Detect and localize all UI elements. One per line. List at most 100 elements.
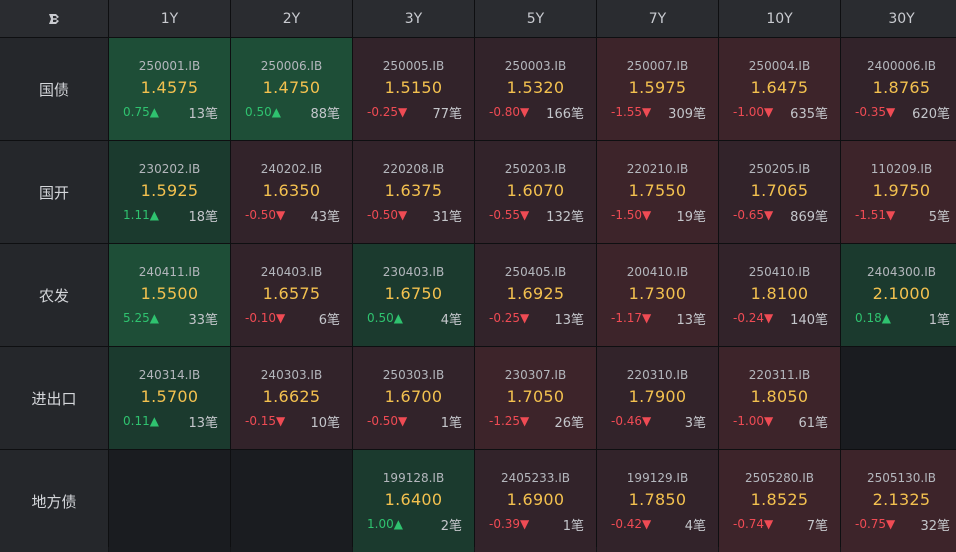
bond-cell[interactable]: 2404300.IB 2.1000 0.18▲ 1笔 (841, 244, 956, 346)
bond-code: 250405.IB (504, 264, 567, 279)
empty-cell (109, 450, 230, 552)
bond-yield: 1.5700 (140, 386, 199, 406)
yield-change: -1.00▼ (733, 414, 774, 428)
bond-code: 2505130.IB (866, 470, 937, 485)
bond-cell[interactable]: 240314.IB 1.5700 0.11▲ 13笔 (109, 347, 230, 449)
bond-code: 2405233.IB (500, 470, 571, 485)
trade-count: 1笔 (440, 415, 462, 431)
bond-cell[interactable]: 110209.IB 1.9750 -1.51▼ 5笔 (841, 141, 956, 243)
bond-meta: -1.50▼ 19笔 (597, 206, 718, 225)
bond-cell[interactable]: 250203.IB 1.6070 -0.55▼ 132笔 (475, 141, 596, 243)
bond-cell[interactable]: 230403.IB 1.6750 0.50▲ 4笔 (353, 244, 474, 346)
yield-change: 1.00▲ (367, 517, 403, 531)
trade-count: 5笔 (928, 209, 950, 225)
bond-yield: 1.5500 (140, 283, 199, 303)
bond-cell[interactable]: 250005.IB 1.5150 -0.25▼ 77笔 (353, 38, 474, 140)
bond-cell[interactable]: 240403.IB 1.6575 -0.10▼ 6笔 (231, 244, 352, 346)
yield-change: -0.15▼ (245, 414, 286, 428)
trade-count: 6笔 (318, 312, 340, 328)
bond-cell[interactable]: 220208.IB 1.6375 -0.50▼ 31笔 (353, 141, 474, 243)
yield-change: -1.17▼ (611, 311, 652, 325)
bond-yield: 1.5925 (140, 180, 199, 200)
bond-meta: -0.50▼ 1笔 (353, 412, 474, 431)
row-label[interactable]: 国开 (0, 141, 108, 243)
bond-cell[interactable]: 220210.IB 1.7550 -1.50▼ 19笔 (597, 141, 718, 243)
bond-yield: 1.6350 (262, 180, 321, 200)
bond-code: 220310.IB (626, 367, 689, 382)
bond-cell[interactable]: 199128.IB 1.6400 1.00▲ 2笔 (353, 450, 474, 552)
sort-logo-icon[interactable] (47, 13, 61, 25)
bond-code: 250005.IB (382, 58, 445, 73)
tenor-header-7y[interactable]: 7Y (597, 0, 718, 37)
trade-count: 3笔 (684, 415, 706, 431)
bond-cell[interactable]: 240303.IB 1.6625 -0.15▼ 10笔 (231, 347, 352, 449)
bond-cell[interactable]: 250303.IB 1.6700 -0.50▼ 1笔 (353, 347, 474, 449)
corner-cell[interactable] (0, 0, 108, 37)
bond-yield: 1.6475 (750, 77, 809, 97)
bond-meta: -0.50▼ 31笔 (353, 206, 474, 225)
bond-meta: 1.00▲ 2笔 (353, 515, 474, 534)
trade-count: 32笔 (920, 518, 950, 534)
yield-change: -0.42▼ (611, 517, 652, 531)
yield-change: -1.51▼ (855, 208, 896, 222)
row-label[interactable]: 进出口 (0, 347, 108, 449)
tenor-header-3y[interactable]: 3Y (353, 0, 474, 37)
bond-meta: -1.55▼ 309笔 (597, 103, 718, 122)
bond-cell[interactable]: 240411.IB 1.5500 5.25▲ 33笔 (109, 244, 230, 346)
bond-cell[interactable]: 2405233.IB 1.6900 -0.39▼ 1笔 (475, 450, 596, 552)
trade-count: 18笔 (188, 209, 218, 225)
bond-code: 240202.IB (260, 161, 323, 176)
bond-cell[interactable]: 250205.IB 1.7065 -0.65▼ 869笔 (719, 141, 840, 243)
bond-meta: 0.75▲ 13笔 (109, 103, 230, 122)
yield-change: -0.80▼ (489, 105, 530, 119)
bond-cell[interactable]: 250007.IB 1.5975 -1.55▼ 309笔 (597, 38, 718, 140)
bond-code: 199129.IB (626, 470, 689, 485)
bond-code: 240403.IB (260, 264, 323, 279)
bond-cell[interactable]: 230307.IB 1.7050 -1.25▼ 26笔 (475, 347, 596, 449)
tenor-header-30y[interactable]: 30Y (841, 0, 956, 37)
tenor-header-2y[interactable]: 2Y (231, 0, 352, 37)
tenor-header-1y[interactable]: 1Y (109, 0, 230, 37)
bond-cell[interactable]: 250410.IB 1.8100 -0.24▼ 140笔 (719, 244, 840, 346)
row-label[interactable]: 国债 (0, 38, 108, 140)
bond-cell[interactable]: 240202.IB 1.6350 -0.50▼ 43笔 (231, 141, 352, 243)
bond-cell[interactable]: 2400006.IB 1.8765 -0.35▼ 620笔 (841, 38, 956, 140)
bond-yield: 1.8525 (750, 489, 809, 509)
bond-code: 2400006.IB (866, 58, 937, 73)
bond-cell[interactable]: 250405.IB 1.6925 -0.25▼ 13笔 (475, 244, 596, 346)
bond-cell[interactable]: 199129.IB 1.7850 -0.42▼ 4笔 (597, 450, 718, 552)
trade-count: 620笔 (912, 106, 950, 122)
bond-cell[interactable]: 230202.IB 1.5925 1.11▲ 18笔 (109, 141, 230, 243)
trade-count: 43笔 (310, 209, 340, 225)
bond-code: 230202.IB (138, 161, 201, 176)
bond-cell[interactable]: 2505280.IB 1.8525 -0.74▼ 7笔 (719, 450, 840, 552)
bond-cell[interactable]: 220311.IB 1.8050 -1.00▼ 61笔 (719, 347, 840, 449)
bond-meta: -0.65▼ 869笔 (719, 206, 840, 225)
trade-count: 1笔 (562, 518, 584, 534)
tenor-header-5y[interactable]: 5Y (475, 0, 596, 37)
bond-code: 199128.IB (382, 470, 445, 485)
bond-cell[interactable]: 250003.IB 1.5320 -0.80▼ 166笔 (475, 38, 596, 140)
bond-cell[interactable]: 250004.IB 1.6475 -1.00▼ 635笔 (719, 38, 840, 140)
trade-count: 88笔 (310, 106, 340, 122)
bond-cell[interactable]: 250006.IB 1.4750 0.50▲ 88笔 (231, 38, 352, 140)
bond-yield: 1.6575 (262, 283, 321, 303)
tenor-header-10y[interactable]: 10Y (719, 0, 840, 37)
yield-change: -0.25▼ (489, 311, 530, 325)
bond-code: 250205.IB (748, 161, 811, 176)
trade-count: 309笔 (668, 106, 706, 122)
bond-cell[interactable]: 2505130.IB 2.1325 -0.75▼ 32笔 (841, 450, 956, 552)
bond-code: 250203.IB (504, 161, 567, 176)
bond-cell[interactable]: 220310.IB 1.7900 -0.46▼ 3笔 (597, 347, 718, 449)
row-label[interactable]: 农发 (0, 244, 108, 346)
bond-meta: -0.35▼ 620笔 (841, 103, 956, 122)
row-label[interactable]: 地方债 (0, 450, 108, 552)
bond-cell[interactable]: 250001.IB 1.4575 0.75▲ 13笔 (109, 38, 230, 140)
bond-yield: 1.8050 (750, 386, 809, 406)
yield-change: -0.55▼ (489, 208, 530, 222)
bond-meta: -1.51▼ 5笔 (841, 206, 956, 225)
trade-count: 26笔 (554, 415, 584, 431)
bond-meta: -1.00▼ 61笔 (719, 412, 840, 431)
bond-yield: 1.7065 (750, 180, 809, 200)
bond-cell[interactable]: 200410.IB 1.7300 -1.17▼ 13笔 (597, 244, 718, 346)
